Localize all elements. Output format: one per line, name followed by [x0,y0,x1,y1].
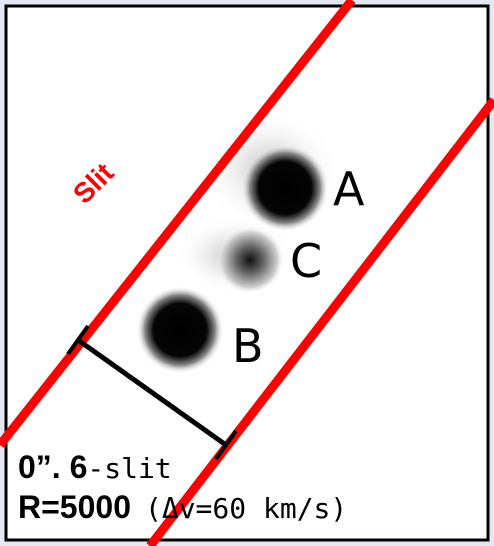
caption-line: R=5000 (Δv=60 km/s) [18,489,347,525]
source-label: A [333,162,365,216]
source-b [136,286,224,374]
source-c [216,226,284,294]
resolution: R=5000 [18,489,131,525]
source-label: B [232,319,264,373]
slit-unit: -slit [87,452,171,485]
source-label: C [290,234,322,288]
caption-line: 0”. 6-slit [18,449,172,485]
velocity: (Δv=60 km/s) [145,492,347,525]
slit-size: 0”. 6 [18,449,87,485]
page: {"labels": {"slit": "Slit"}, "sources": … [0,0,494,546]
source-a [241,144,329,232]
figure: Slit A C B 0”. 6-slit R=5000(Δv=60 km/s) [0,0,494,546]
